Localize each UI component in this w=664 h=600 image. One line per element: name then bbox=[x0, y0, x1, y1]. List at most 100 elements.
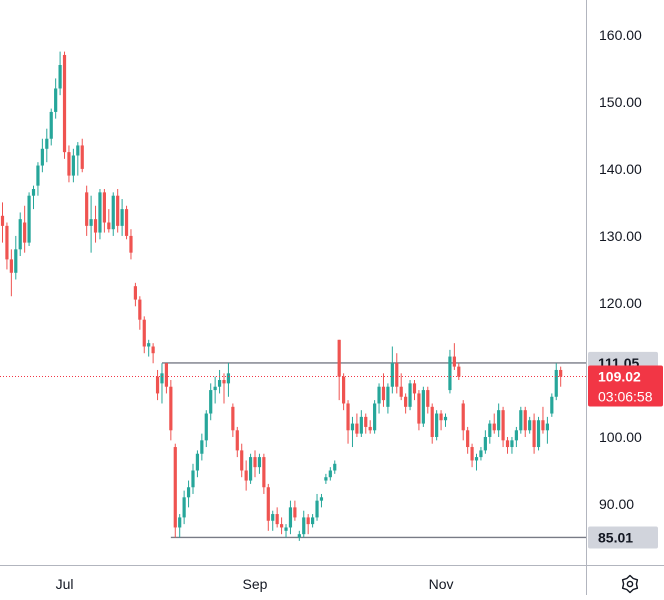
candle-body bbox=[54, 88, 58, 112]
candle-body bbox=[306, 517, 310, 525]
candle bbox=[324, 473, 328, 484]
candle bbox=[319, 493, 324, 508]
candle-body bbox=[466, 430, 470, 448]
candle bbox=[235, 426, 239, 458]
candle-body bbox=[288, 507, 293, 528]
candle bbox=[443, 413, 448, 427]
candle bbox=[102, 189, 106, 233]
candle bbox=[342, 373, 346, 411]
candle bbox=[368, 420, 372, 434]
candle-body bbox=[528, 420, 532, 431]
candle-body bbox=[71, 155, 75, 176]
candle-body bbox=[514, 430, 518, 441]
candle-body bbox=[107, 222, 111, 230]
candle-body bbox=[226, 373, 231, 384]
candle-body bbox=[275, 514, 279, 525]
candle bbox=[519, 406, 523, 434]
candle bbox=[116, 189, 120, 233]
candle-body bbox=[461, 403, 465, 431]
candle-body bbox=[124, 209, 129, 236]
gear-icon bbox=[621, 574, 639, 594]
candle-body bbox=[257, 457, 262, 468]
candle bbox=[138, 296, 142, 330]
candle bbox=[142, 316, 146, 354]
candle-body bbox=[324, 477, 328, 481]
candle-body bbox=[173, 447, 177, 528]
candles-layer bbox=[0, 51, 563, 541]
settings-button[interactable] bbox=[621, 574, 639, 594]
candle bbox=[284, 524, 288, 538]
candle bbox=[244, 460, 248, 491]
candle bbox=[532, 413, 536, 454]
candle bbox=[302, 510, 306, 538]
candle-body bbox=[297, 534, 301, 538]
candle bbox=[85, 185, 89, 236]
candle bbox=[470, 443, 474, 468]
candle bbox=[288, 500, 293, 535]
candle-body bbox=[505, 440, 510, 448]
candle bbox=[364, 413, 368, 434]
badge-label: 85.01 bbox=[598, 529, 633, 545]
candle bbox=[36, 162, 40, 196]
candle-body bbox=[519, 410, 523, 431]
candle bbox=[395, 353, 399, 394]
candle-body bbox=[244, 470, 248, 481]
candle-body bbox=[550, 396, 554, 414]
candle-body bbox=[373, 403, 377, 431]
candle bbox=[550, 393, 554, 417]
candle-body bbox=[253, 457, 257, 468]
candle bbox=[359, 410, 363, 437]
candle bbox=[514, 426, 518, 448]
candle bbox=[457, 363, 461, 381]
candle-body bbox=[386, 386, 390, 407]
candle bbox=[147, 339, 151, 357]
candle bbox=[328, 467, 332, 481]
candle bbox=[76, 142, 80, 176]
candle bbox=[523, 406, 527, 437]
last-price-badge: 109.02 03:06:58 bbox=[588, 365, 663, 407]
candle-body bbox=[426, 390, 430, 407]
candle bbox=[240, 443, 244, 478]
candle-body bbox=[240, 450, 244, 471]
candle bbox=[426, 386, 430, 414]
price-tick-label: 100.00 bbox=[599, 429, 642, 445]
candle bbox=[67, 145, 71, 183]
candle bbox=[155, 369, 160, 401]
candle-body bbox=[355, 423, 359, 434]
badge-background bbox=[588, 365, 663, 407]
candle-body bbox=[328, 470, 332, 478]
candle-body bbox=[217, 380, 222, 387]
candle bbox=[257, 453, 262, 474]
candle-body bbox=[319, 497, 324, 501]
candle bbox=[169, 380, 173, 441]
candle-body bbox=[342, 376, 346, 404]
candle-body bbox=[439, 413, 443, 421]
price-tick-label: 120.00 bbox=[599, 295, 642, 311]
candle-body bbox=[76, 145, 80, 156]
candle bbox=[492, 413, 496, 434]
time-axis[interactable]: Jul Sep Nov bbox=[56, 576, 454, 592]
candle bbox=[231, 403, 235, 437]
candle bbox=[58, 51, 62, 96]
candle-body bbox=[333, 463, 337, 471]
candle-body bbox=[116, 195, 120, 226]
candle-body bbox=[271, 514, 275, 521]
candle-body bbox=[45, 138, 49, 149]
candle-body bbox=[359, 416, 363, 434]
candle-body bbox=[541, 420, 545, 431]
candle bbox=[195, 450, 200, 478]
candle-body bbox=[5, 225, 9, 260]
price-axis[interactable]: 160.00150.00140.00130.00120.00110.00100.… bbox=[599, 27, 642, 512]
candle-body bbox=[279, 524, 284, 528]
candle bbox=[306, 514, 310, 535]
candle bbox=[18, 212, 22, 257]
candle bbox=[186, 480, 191, 508]
candle-body bbox=[302, 517, 306, 535]
candle-body bbox=[470, 447, 474, 461]
candle bbox=[222, 373, 226, 404]
candle-body bbox=[488, 423, 492, 437]
candle bbox=[554, 363, 558, 401]
candle-body bbox=[18, 219, 22, 250]
